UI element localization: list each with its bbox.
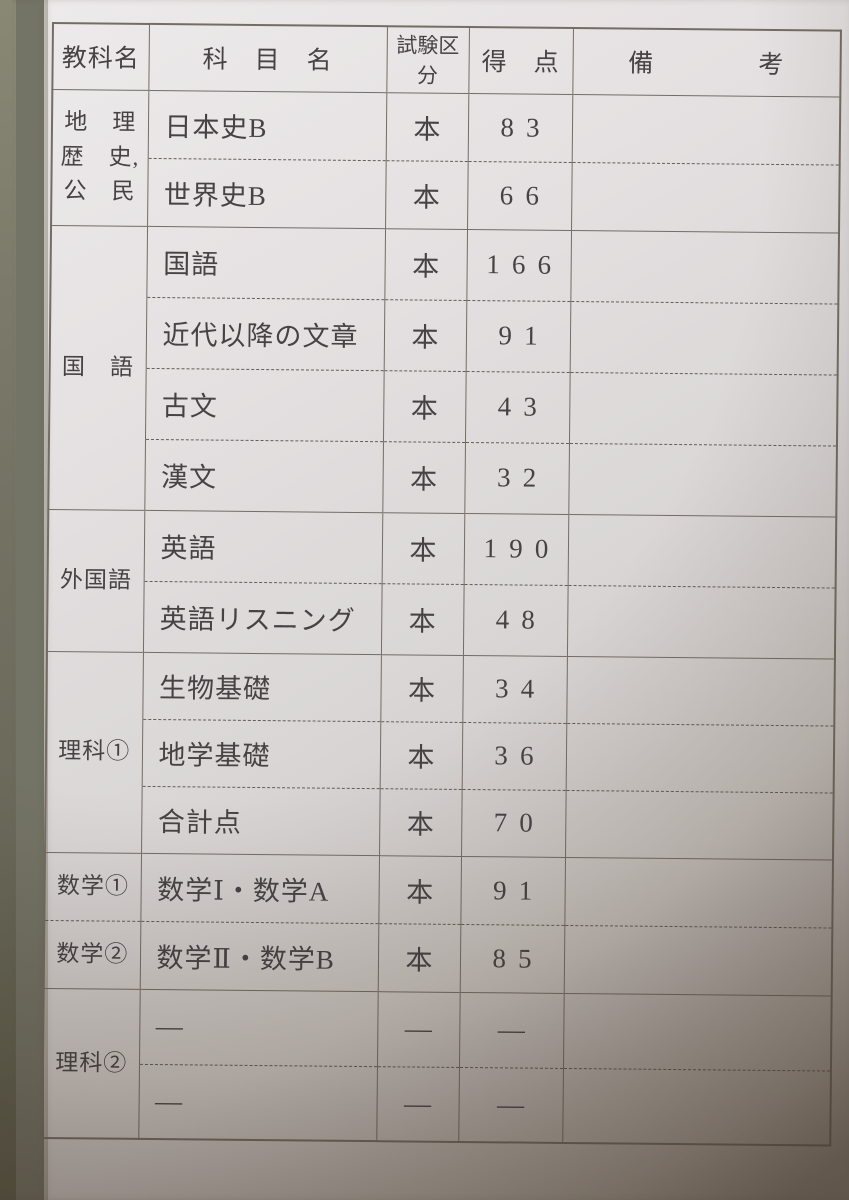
remarks-cell bbox=[565, 789, 834, 860]
subject-cell: 古文 bbox=[145, 367, 384, 442]
score-cell: 48 bbox=[462, 583, 568, 656]
remarks-cell bbox=[566, 655, 835, 726]
table-row: 地学基礎 本 36 bbox=[46, 718, 835, 793]
subject-cell: 数学Ⅱ・数学B bbox=[139, 920, 379, 992]
subject-cell: 日本史B bbox=[147, 89, 387, 161]
score-cell: — bbox=[458, 991, 564, 1068]
header-score: 得 点 bbox=[468, 27, 573, 94]
header-exam-division: 試験区分 bbox=[386, 26, 469, 93]
remarks-cell bbox=[571, 93, 841, 165]
subject-cell: 地学基礎 bbox=[141, 718, 381, 789]
subject-cell: 英語 bbox=[143, 509, 383, 584]
division-cell: 本 bbox=[382, 370, 466, 442]
division-cell: 本 bbox=[378, 855, 462, 924]
subject-cell: 世界史B bbox=[147, 157, 386, 229]
category-cell: 国 語 bbox=[48, 225, 148, 510]
division-cell: 本 bbox=[380, 583, 464, 655]
table-row: 英語リスニング 本 48 bbox=[47, 580, 836, 659]
score-cell: 43 bbox=[464, 370, 570, 443]
score-cell: 85 bbox=[459, 923, 565, 993]
table-row: 国 語 国語 本 166 bbox=[48, 225, 840, 510]
subject-cell: — bbox=[138, 1063, 377, 1142]
subject-cell: 英語リスニング bbox=[142, 580, 382, 655]
remarks-cell bbox=[563, 924, 833, 996]
subject-cell: 近代以降の文章 bbox=[145, 296, 385, 371]
header-subject-group: 教科名 bbox=[52, 23, 149, 90]
remarks-cell bbox=[564, 856, 833, 928]
table-row: 外国語 英語 本 190 bbox=[46, 508, 837, 652]
score-cell: 36 bbox=[461, 721, 567, 790]
division-cell: 本 bbox=[381, 512, 465, 584]
subject-cell: — bbox=[139, 988, 378, 1067]
score-cell: 32 bbox=[464, 441, 569, 514]
score-cell: — bbox=[458, 1066, 563, 1143]
table-row: 地 理 歴 史, 公 民 日本史B 本 83 bbox=[51, 89, 841, 226]
remarks-cell bbox=[562, 992, 832, 1071]
category-cell: 数学② bbox=[43, 919, 141, 989]
remarks-cell bbox=[569, 300, 839, 375]
table-row: 数学① 数学Ⅰ・数学A 本 91 bbox=[44, 851, 833, 928]
remarks-cell bbox=[568, 442, 837, 517]
table-row: 理科② — — — bbox=[42, 987, 832, 1139]
subject-cell: 漢文 bbox=[144, 438, 383, 513]
score-cell: 83 bbox=[467, 92, 573, 162]
remarks-cell bbox=[566, 584, 836, 659]
division-cell: — bbox=[376, 1066, 459, 1142]
subject-cell: 合計点 bbox=[141, 785, 380, 856]
remarks-cell bbox=[570, 229, 840, 304]
table-row: 世界史B 本 66 bbox=[51, 157, 840, 233]
score-cell: 91 bbox=[465, 299, 571, 372]
category-cell: 数学① bbox=[44, 851, 142, 921]
remarks-cell bbox=[565, 722, 835, 793]
score-cell: 190 bbox=[463, 512, 569, 585]
division-cell: 本 bbox=[377, 923, 461, 992]
remarks-cell bbox=[562, 1067, 831, 1146]
division-cell: 本 bbox=[385, 160, 468, 229]
score-cell: 70 bbox=[461, 788, 566, 857]
division-cell: 本 bbox=[385, 92, 469, 161]
category-cell: 外国語 bbox=[46, 508, 145, 652]
subject-cell: 生物基礎 bbox=[142, 651, 381, 722]
subject-cell: 国語 bbox=[146, 225, 386, 300]
header-remarks: 備 考 bbox=[572, 28, 841, 97]
category-cell: 理科② bbox=[42, 987, 140, 1139]
header-row: 教科名 科 目 名 試験区分 得 点 備 考 bbox=[52, 23, 841, 97]
table-row: 合計点 本 70 bbox=[45, 785, 834, 860]
header-subject-name: 科 目 名 bbox=[148, 23, 387, 93]
table-row: 近代以降の文章 本 91 bbox=[50, 296, 839, 375]
score-table: 教科名 科 目 名 試験区分 得 点 備 考 地 理 歴 史, 公 民 日本史B… bbox=[41, 22, 842, 1147]
subject-cell: 数学Ⅰ・数学A bbox=[140, 852, 380, 924]
score-cell: 34 bbox=[462, 654, 567, 723]
category-cell: 地 理 歴 史, 公 民 bbox=[51, 89, 149, 226]
table-row: 漢文 本 32 bbox=[48, 438, 837, 517]
table-row: 古文 本 43 bbox=[49, 367, 838, 446]
division-cell: 本 bbox=[384, 228, 468, 300]
division-cell: — bbox=[376, 991, 460, 1067]
division-cell: 本 bbox=[383, 299, 467, 371]
division-cell: 本 bbox=[379, 788, 462, 856]
division-cell: 本 bbox=[380, 654, 463, 722]
table-row: — — — bbox=[42, 1063, 831, 1146]
score-cell: 66 bbox=[467, 160, 572, 230]
remarks-cell bbox=[571, 161, 840, 233]
score-cell: 91 bbox=[460, 855, 566, 925]
table-row: 理科① 生物基礎 本 34 bbox=[45, 650, 835, 853]
table-row: 数学② 数学Ⅱ・数学B 本 85 bbox=[43, 919, 833, 996]
remarks-cell bbox=[567, 513, 837, 588]
division-cell: 本 bbox=[379, 721, 463, 789]
remarks-cell bbox=[568, 371, 838, 446]
score-cell: 166 bbox=[466, 228, 572, 301]
category-cell: 理科① bbox=[45, 650, 143, 853]
division-cell: 本 bbox=[382, 441, 465, 513]
